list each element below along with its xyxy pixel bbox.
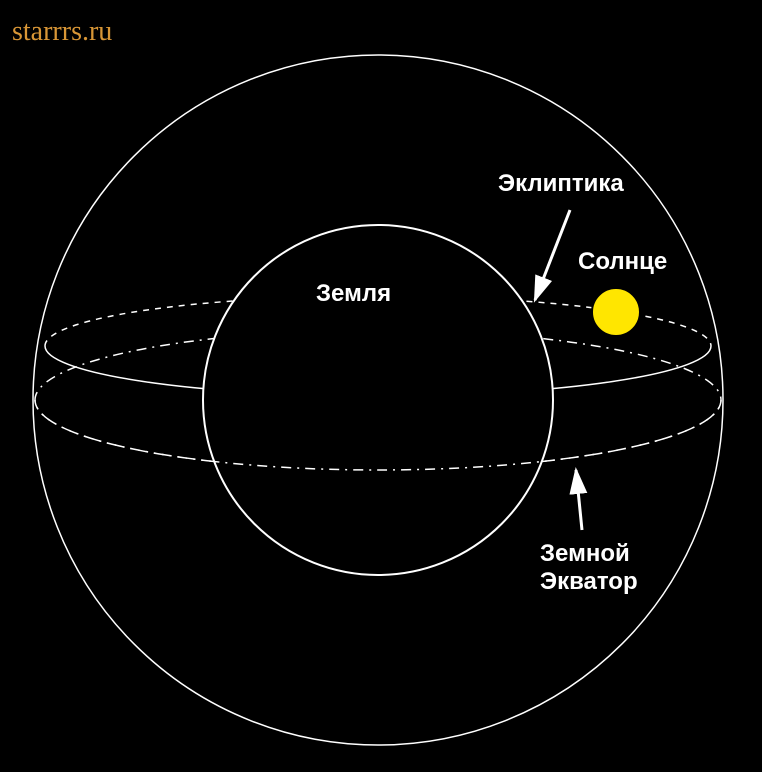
earth-circle bbox=[203, 225, 553, 575]
earth-label: Земля bbox=[316, 280, 391, 308]
sun-icon bbox=[592, 288, 640, 336]
equator-label-2: Экватор bbox=[540, 568, 638, 596]
ecliptic-label: Эклиптика bbox=[498, 170, 624, 198]
equator-arrow bbox=[576, 470, 582, 530]
sun-label: Солнце bbox=[578, 248, 667, 276]
diagram-svg bbox=[0, 0, 762, 772]
ecliptic-arrow bbox=[535, 210, 570, 300]
equator-label-1: Земной bbox=[540, 540, 630, 568]
